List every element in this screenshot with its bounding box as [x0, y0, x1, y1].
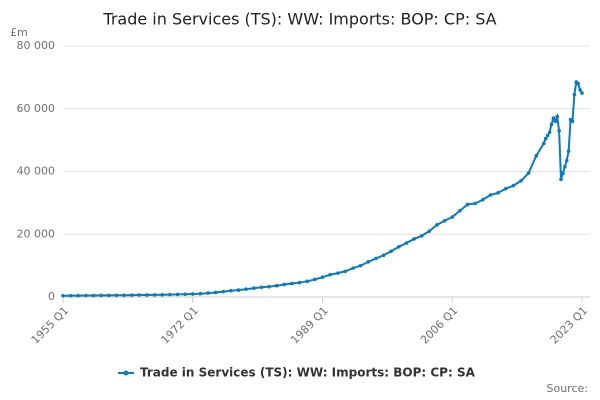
- legend-marker: [123, 370, 129, 376]
- point: [320, 275, 325, 280]
- point: [206, 291, 210, 295]
- point: [566, 149, 571, 153]
- point: [343, 269, 348, 274]
- point: [450, 215, 455, 219]
- point: [221, 289, 226, 294]
- point: [511, 183, 516, 188]
- point: [61, 293, 65, 298]
- point: [542, 141, 546, 146]
- source: Source:: [547, 382, 589, 395]
- point: [555, 114, 559, 119]
- point: [578, 88, 582, 92]
- point: [297, 280, 302, 285]
- point: [564, 158, 569, 163]
- point: [465, 202, 470, 207]
- point: [244, 287, 248, 291]
- point: [458, 208, 462, 213]
- point: [351, 266, 355, 270]
- point: [580, 91, 584, 95]
- x-tick-label: 1989 Q1: [288, 304, 331, 347]
- point: [519, 179, 523, 183]
- point: [267, 284, 271, 289]
- point: [547, 130, 552, 135]
- point: [236, 288, 241, 292]
- point: [137, 293, 142, 297]
- point: [183, 292, 187, 297]
- point: [175, 292, 180, 297]
- point: [84, 293, 88, 298]
- point: [259, 285, 264, 290]
- point: [488, 193, 493, 197]
- point: [229, 288, 233, 293]
- point: [563, 164, 567, 169]
- y-tick-label: 60 000: [17, 102, 56, 115]
- point: [427, 229, 432, 233]
- point: [68, 293, 73, 298]
- point: [503, 186, 508, 191]
- point: [358, 263, 363, 268]
- point: [442, 218, 447, 223]
- point: [190, 292, 195, 296]
- point: [480, 197, 485, 202]
- point: [328, 272, 332, 277]
- point: [213, 290, 218, 295]
- point: [572, 92, 577, 97]
- point: [305, 279, 310, 284]
- y-tick-label: 80 000: [17, 39, 56, 52]
- point: [91, 293, 96, 298]
- y-tick-label: 20 000: [17, 227, 56, 240]
- point: [397, 245, 401, 249]
- point: [412, 237, 416, 241]
- point: [381, 253, 386, 258]
- point: [106, 293, 111, 298]
- point: [282, 282, 287, 287]
- point: [274, 283, 279, 288]
- point: [76, 293, 81, 298]
- chart-title: Trade in Services (TS): WW: Imports: BOP…: [102, 10, 496, 29]
- point: [145, 293, 149, 297]
- point: [335, 271, 340, 275]
- point: [313, 277, 317, 282]
- point: [99, 293, 103, 298]
- point: [557, 128, 561, 133]
- point: [496, 191, 500, 195]
- x-tick-label: 2023 Q1: [548, 304, 591, 347]
- x-tick-label: 1955 Q1: [29, 304, 72, 347]
- point: [252, 286, 256, 291]
- point: [543, 136, 548, 141]
- point: [168, 292, 172, 297]
- point: [576, 81, 580, 86]
- point: [198, 291, 203, 296]
- y-unit: £m: [10, 26, 28, 39]
- point: [534, 154, 539, 158]
- point: [129, 293, 134, 297]
- point: [561, 171, 565, 175]
- point: [404, 241, 409, 245]
- point: [553, 119, 558, 124]
- point: [152, 293, 157, 297]
- legend-label: Trade in Services (TS): WW: Imports: BOP…: [140, 366, 476, 380]
- point: [114, 293, 119, 298]
- point: [419, 234, 424, 238]
- point: [122, 293, 126, 298]
- x-tick-label: 1972 Q1: [158, 304, 201, 347]
- point: [389, 249, 393, 253]
- point: [290, 281, 294, 286]
- point: [545, 133, 550, 138]
- y-tick-label: 40 000: [17, 165, 56, 178]
- point: [366, 260, 371, 264]
- point: [435, 223, 439, 227]
- point: [551, 116, 556, 120]
- point: [549, 122, 554, 127]
- x-tick-label: 2006 Q1: [418, 304, 461, 347]
- point: [559, 177, 563, 182]
- y-tick-label: 0: [48, 290, 55, 303]
- point: [526, 171, 531, 175]
- point: [374, 256, 378, 261]
- point: [473, 201, 477, 206]
- point: [570, 119, 575, 124]
- point: [160, 292, 165, 297]
